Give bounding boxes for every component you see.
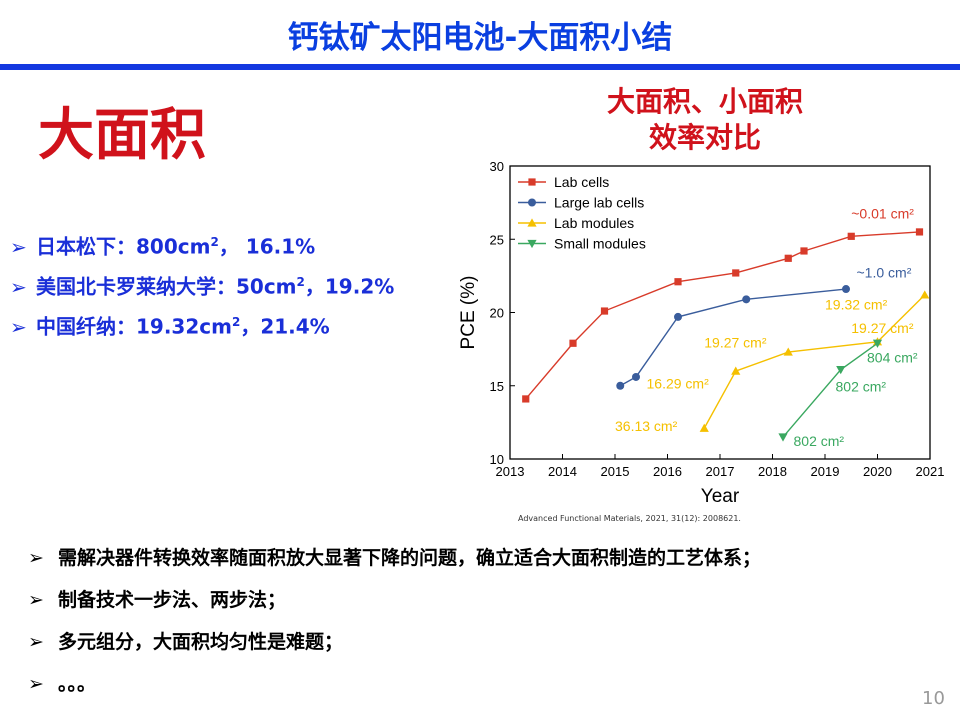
data-point <box>847 232 855 240</box>
y-tick-label: 25 <box>490 232 504 247</box>
data-point <box>528 198 536 207</box>
data-point <box>784 254 792 262</box>
data-point <box>616 381 625 390</box>
data-point <box>742 295 751 304</box>
data-annotation: 19.27 cm² <box>851 320 914 336</box>
data-point <box>842 285 850 294</box>
data-point <box>528 178 536 186</box>
title-divider <box>0 64 960 70</box>
bullet-item: ➢ 需解决器件转换效率随面积放大显著下降的问题，确立适合大面积制造的工艺体系； <box>28 540 761 582</box>
data-point <box>915 228 924 236</box>
bullet-list: ➢ 需解决器件转换效率随面积放大显著下降的问题，确立适合大面积制造的工艺体系； ➢… <box>28 540 761 708</box>
slide-title: 钙钛矿太阳电池-大面积小结 <box>287 20 673 56</box>
data-point <box>731 366 741 375</box>
bullet-item: ➢ 多元组分，大面积均匀性是难题； <box>28 624 761 666</box>
bullet-arrow-icon: ➢ <box>28 673 44 695</box>
bullet-arrow-icon: ➢ <box>10 234 27 259</box>
bullet-arrow-icon: ➢ <box>28 631 44 653</box>
x-axis-label: Year <box>701 486 740 507</box>
x-tick-label: 2017 <box>706 464 735 479</box>
page-number: 10 <box>922 688 945 709</box>
pce-chart: 2013 2014 2015 2016 2017 2018 2019 2020 2021 10 15… <box>450 150 960 520</box>
chart-heading-line1: 大面积、小面积 <box>606 85 803 118</box>
data-point <box>800 247 808 255</box>
data-point <box>674 278 682 286</box>
stats-item: ➢ 美国北卡罗莱纳大学：50cm2，19.2% <box>10 274 395 299</box>
legend-label: Lab cells <box>554 174 609 190</box>
y-tick-label: 20 <box>490 306 504 321</box>
data-annotation: 802 cm² <box>836 379 887 395</box>
bullet-arrow-icon: ➢ <box>10 274 27 299</box>
data-point <box>699 423 709 432</box>
section-heading: 大面积 <box>38 103 206 168</box>
data-point <box>836 366 846 375</box>
data-point <box>632 372 640 381</box>
legend-label: Large lab cells <box>554 195 644 211</box>
chart-heading: 大面积、小面积 效率对比 <box>560 84 850 156</box>
data-annotation: 804 cm² <box>867 349 918 365</box>
data-point <box>522 395 530 403</box>
x-tick-label: 2019 <box>811 464 840 479</box>
x-tick-label: 2018 <box>758 464 787 479</box>
pce-chart-svg: 2013 2014 2015 2016 2017 2018 2019 2020 2021 10 15… <box>458 159 945 507</box>
x-tick-label: 2016 <box>653 464 682 479</box>
data-annotation: ~1.0 cm² <box>857 264 912 280</box>
data-point <box>783 347 793 356</box>
y-tick-label: 10 <box>490 452 504 467</box>
series-line <box>525 231 920 400</box>
stats-item: ➢ 中国纤纳：19.32cm2，21.4% <box>10 314 330 339</box>
data-annotation: 802 cm² <box>794 433 845 449</box>
y-tick-label: 15 <box>490 379 504 394</box>
data-point <box>732 269 740 277</box>
data-annotation: 19.27 cm² <box>704 335 767 351</box>
data-annotation: 36.13 cm² <box>615 418 678 434</box>
data-point <box>674 312 682 321</box>
x-tick-label: 2020 <box>863 464 892 479</box>
x-tick-label: 2014 <box>548 464 577 479</box>
bullet-arrow-icon: ➢ <box>10 314 27 339</box>
bullet-item: ➢ 制备技术一步法、两步法； <box>28 582 761 624</box>
data-point <box>778 433 788 442</box>
citation: Advanced Functional Materials, 2021, 31(… <box>518 514 741 523</box>
data-point <box>527 218 537 227</box>
x-tick-label: 2015 <box>601 464 630 479</box>
chart-heading-line2: 效率对比 <box>648 121 761 154</box>
data-point <box>527 239 537 249</box>
data-point <box>600 307 609 315</box>
data-point <box>872 339 883 348</box>
data-point <box>920 290 930 299</box>
x-tick-label: 2021 <box>916 464 945 479</box>
data-point <box>569 339 577 347</box>
legend-label: Lab modules <box>554 215 634 231</box>
bullet-arrow-icon: ➢ <box>28 547 44 569</box>
data-annotation: ~0.01 cm² <box>851 206 914 222</box>
bullet-item: ➢。。。 <box>28 666 761 708</box>
x-tick-label: 2013 <box>496 464 525 479</box>
bullet-arrow-icon: ➢ <box>28 589 44 611</box>
legend-label: Small modules <box>554 236 646 252</box>
data-annotation: 19.32 cm² <box>825 297 888 313</box>
data-annotation: 16.29 cm² <box>647 376 710 392</box>
stats-item: ➢ 日本松下：800cm2， 16.1% <box>10 234 316 259</box>
y-axis-label: PCE (%) <box>458 276 479 350</box>
stats-list: ➢ 日本松下：800cm2， 16.1% ➢ 美国北卡罗莱纳大学：50cm2，19.… <box>10 228 394 348</box>
y-tick-label: 30 <box>490 159 504 174</box>
